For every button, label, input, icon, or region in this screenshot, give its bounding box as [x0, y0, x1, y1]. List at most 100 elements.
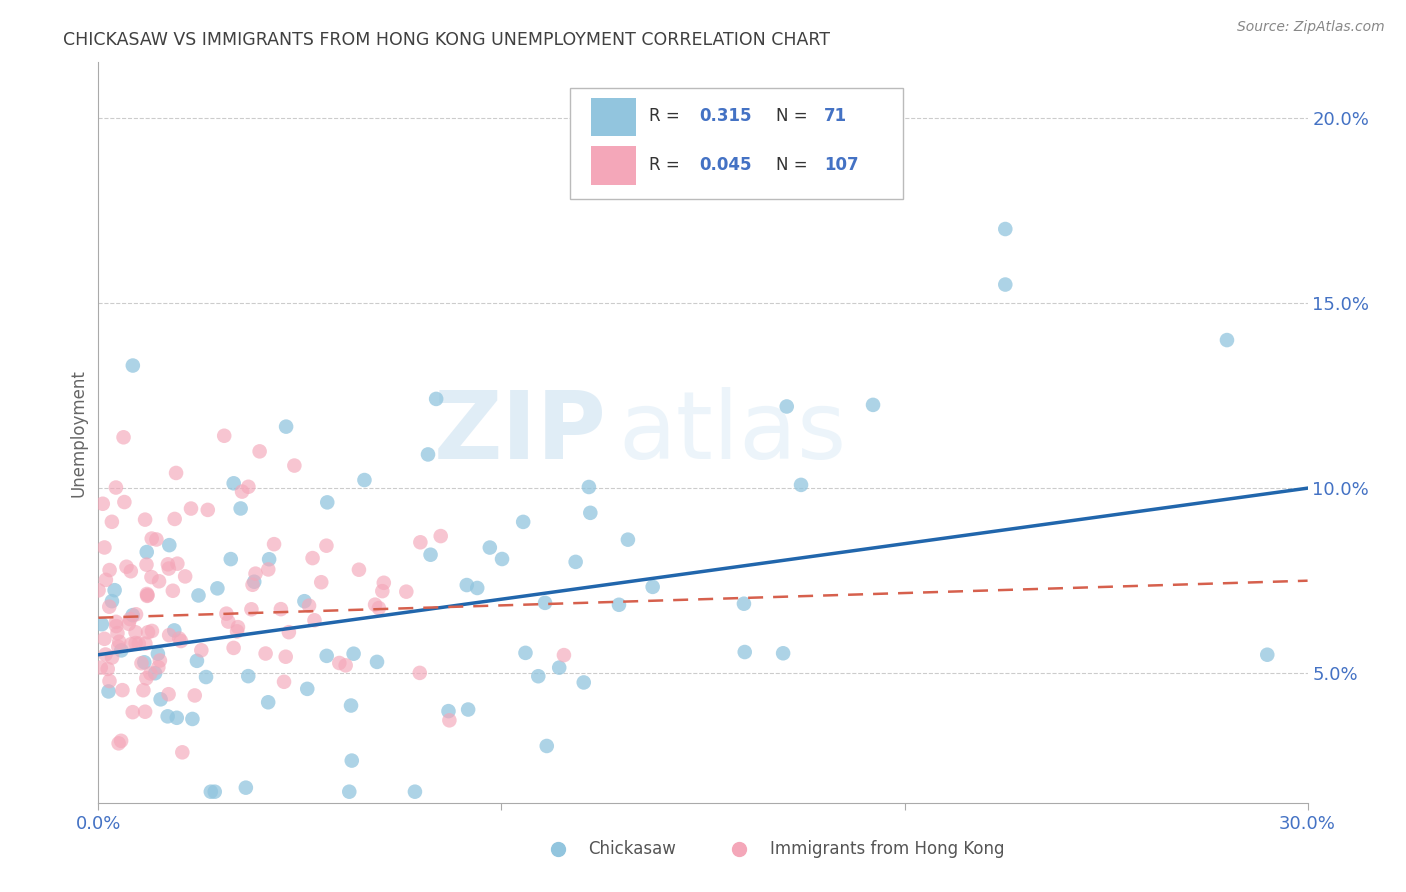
Text: atlas: atlas — [619, 386, 846, 479]
Point — [772, 646, 794, 660]
Point — [429, 529, 451, 543]
Point — [200, 785, 222, 799]
Point — [110, 643, 132, 657]
Point — [108, 634, 131, 648]
Point — [641, 580, 664, 594]
Point — [994, 222, 1017, 236]
Point — [298, 599, 321, 613]
Point — [135, 558, 157, 572]
Point — [97, 684, 120, 698]
Point — [124, 636, 146, 650]
Text: CHICKASAW VS IMMIGRANTS FROM HONG KONG UNEMPLOYMENT CORRELATION CHART: CHICKASAW VS IMMIGRANTS FROM HONG KONG U… — [63, 31, 831, 49]
Point — [536, 739, 558, 753]
Point — [148, 574, 170, 589]
Point — [184, 689, 207, 703]
Point — [148, 660, 170, 674]
Point — [197, 503, 219, 517]
Point — [617, 533, 640, 547]
Point — [145, 533, 167, 547]
Point — [395, 584, 418, 599]
Point — [254, 647, 277, 661]
Point — [793, 166, 815, 180]
Point — [367, 601, 389, 615]
Point — [456, 578, 478, 592]
Point — [240, 602, 263, 616]
Point — [207, 582, 229, 596]
Point — [229, 501, 252, 516]
Point — [107, 626, 129, 640]
Point — [404, 785, 426, 799]
Point — [115, 559, 138, 574]
Point — [112, 430, 135, 444]
Point — [416, 447, 439, 461]
Point — [347, 563, 370, 577]
Point — [101, 650, 124, 665]
Point — [190, 643, 212, 657]
Point — [215, 607, 238, 621]
Point — [734, 645, 756, 659]
Point — [316, 495, 339, 509]
Point — [94, 573, 117, 587]
Text: 0.045: 0.045 — [699, 155, 752, 174]
Point — [120, 564, 142, 578]
Point — [195, 670, 218, 684]
Text: N =: N = — [776, 108, 813, 126]
Bar — [591, 98, 637, 136]
Point — [733, 597, 755, 611]
Point — [337, 785, 360, 799]
Point — [141, 570, 163, 584]
Text: Chickasaw: Chickasaw — [588, 839, 676, 858]
Point — [187, 589, 209, 603]
Point — [409, 665, 432, 680]
Point — [204, 785, 226, 799]
Point — [134, 513, 156, 527]
Point — [371, 584, 394, 599]
Point — [157, 687, 180, 701]
Point — [465, 581, 488, 595]
Point — [170, 634, 193, 648]
Point — [238, 669, 260, 683]
Point — [163, 512, 186, 526]
Point — [340, 754, 363, 768]
Point — [238, 480, 260, 494]
Point — [141, 532, 163, 546]
Point — [249, 444, 271, 458]
Point — [862, 398, 884, 412]
Point — [270, 602, 292, 616]
Point — [93, 632, 115, 646]
Text: N =: N = — [776, 155, 813, 174]
Point — [112, 495, 135, 509]
Point — [136, 625, 159, 640]
Point — [134, 655, 156, 669]
Point — [162, 583, 184, 598]
Point — [342, 647, 364, 661]
Point — [373, 575, 395, 590]
Point — [110, 734, 132, 748]
Text: R =: R = — [648, 155, 685, 174]
Point — [304, 613, 326, 627]
Point — [309, 575, 332, 590]
Point — [139, 666, 162, 681]
Point — [156, 558, 179, 572]
Point — [217, 615, 239, 629]
Point — [136, 587, 159, 601]
FancyBboxPatch shape — [569, 88, 903, 200]
Text: R =: R = — [648, 108, 685, 126]
Point — [219, 552, 242, 566]
Point — [104, 583, 127, 598]
Point — [274, 649, 297, 664]
Point — [409, 535, 432, 549]
Y-axis label: Unemployment: Unemployment — [69, 368, 87, 497]
Point — [94, 648, 117, 662]
Point — [104, 481, 127, 495]
Point — [107, 640, 129, 654]
Point — [90, 617, 112, 632]
Point — [98, 674, 121, 689]
Point — [163, 624, 186, 638]
Point — [87, 583, 110, 598]
Point — [335, 658, 357, 673]
Point — [553, 648, 575, 662]
Point — [101, 594, 124, 608]
Point — [572, 675, 595, 690]
Point — [257, 562, 280, 576]
